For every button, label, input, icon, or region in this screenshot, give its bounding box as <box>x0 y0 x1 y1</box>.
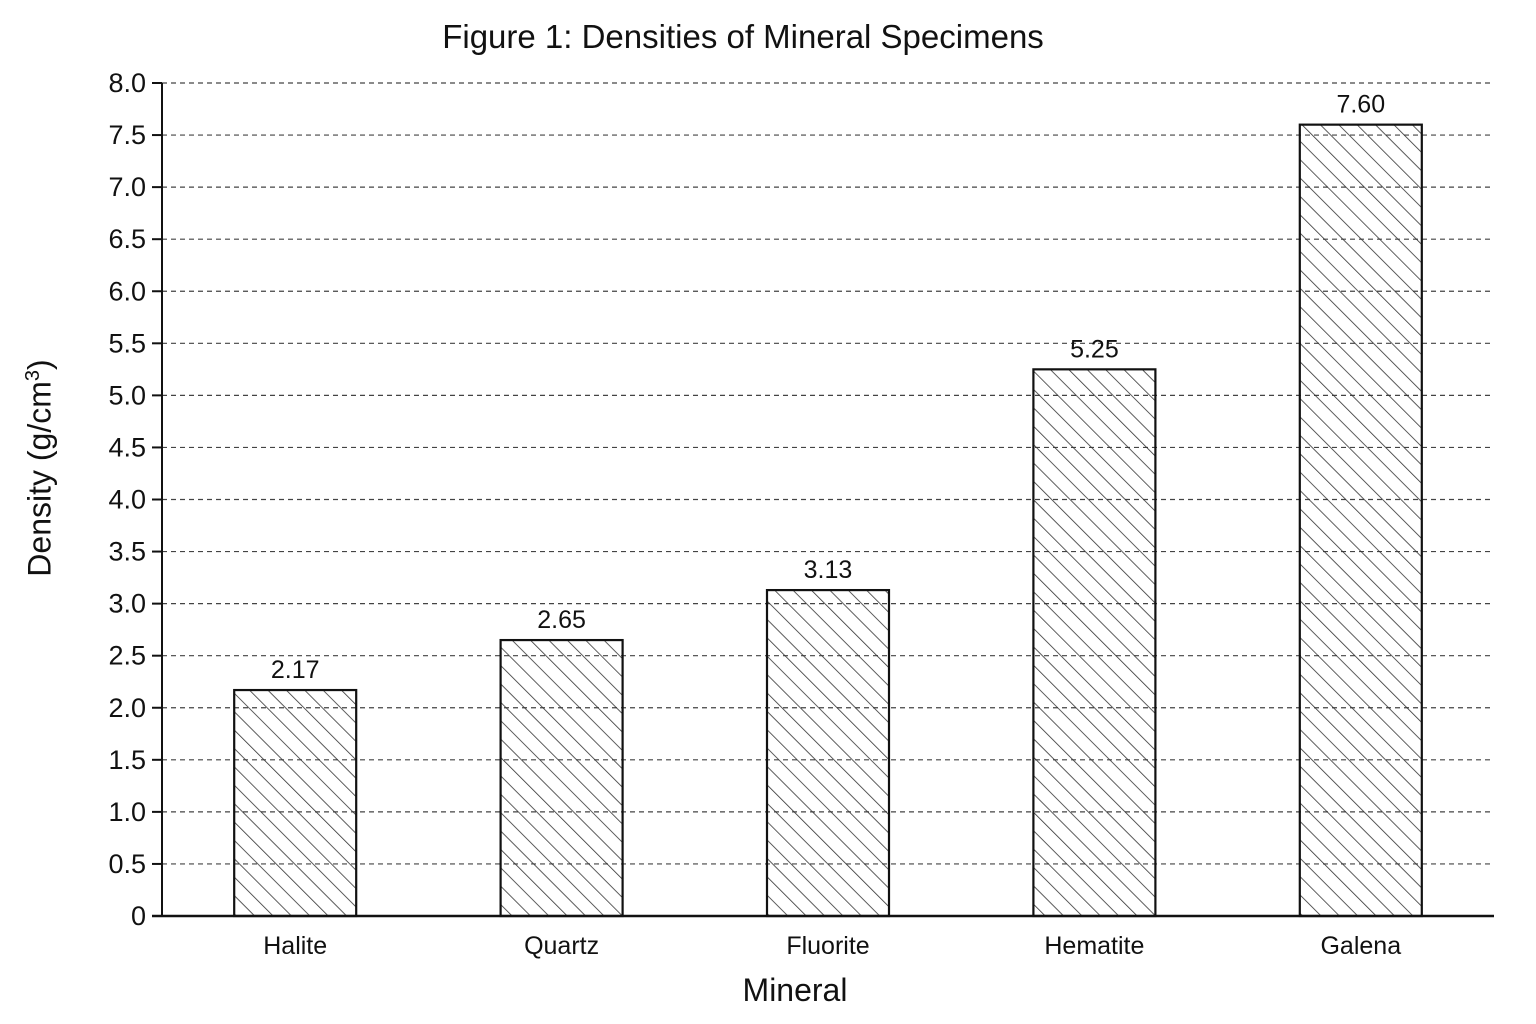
x-axis-label: Mineral <box>742 972 848 1008</box>
y-tick-label: 0.5 <box>108 849 146 879</box>
y-tick-label: 2.0 <box>108 693 146 723</box>
x-tick-label: Halite <box>263 932 327 960</box>
y-tick-label: 6.5 <box>108 224 146 254</box>
y-tick-label: 2.5 <box>108 641 146 671</box>
bar-halite <box>233 688 358 918</box>
data-label: 7.60 <box>1336 91 1385 119</box>
data-label: 3.13 <box>804 556 853 584</box>
y-tick-label: 6.0 <box>108 276 146 306</box>
y-tick-label: 7.5 <box>108 120 146 150</box>
y-axis-label: Density (g/cm3) <box>21 359 58 577</box>
y-tick-label: 1.0 <box>108 797 146 827</box>
x-tick-label: Galena <box>1320 932 1401 960</box>
y-tick-label: 7.0 <box>108 172 146 202</box>
y-tick-label: 0 <box>131 901 146 931</box>
bar-hematite <box>1032 368 1157 918</box>
x-tick-label: Hematite <box>1044 932 1144 960</box>
x-tick-label: Quartz <box>524 932 599 960</box>
data-label: 2.65 <box>537 606 586 634</box>
labels: 0 0.5 1.0 1.5 2.0 2.5 3.0 3.5 4.0 4.5 5.0 5.5 6.0 6.5… <box>108 68 1401 960</box>
y-tick-label: 4.5 <box>108 432 146 462</box>
chart-title: Figure 1: Densities of Mineral Specimens <box>442 18 1044 55</box>
y-tick-label: 3.0 <box>108 589 146 619</box>
y-tick-label: 1.5 <box>108 745 146 775</box>
bar-galena <box>1298 123 1423 918</box>
y-tick-label: 5.0 <box>108 380 146 410</box>
y-tick-label: 3.5 <box>108 537 146 567</box>
y-tick-label: 8.0 <box>108 68 146 98</box>
bars <box>233 123 1423 918</box>
data-label: 5.25 <box>1070 335 1119 363</box>
data-label: 2.17 <box>271 656 320 684</box>
y-tick-label: 5.5 <box>108 328 146 358</box>
axes <box>152 82 1494 918</box>
x-tick-label: Fluorite <box>786 932 869 960</box>
y-tick-label: 4.0 <box>108 485 146 515</box>
bar-fluorite <box>765 588 891 918</box>
bar-quartz <box>499 638 624 918</box>
